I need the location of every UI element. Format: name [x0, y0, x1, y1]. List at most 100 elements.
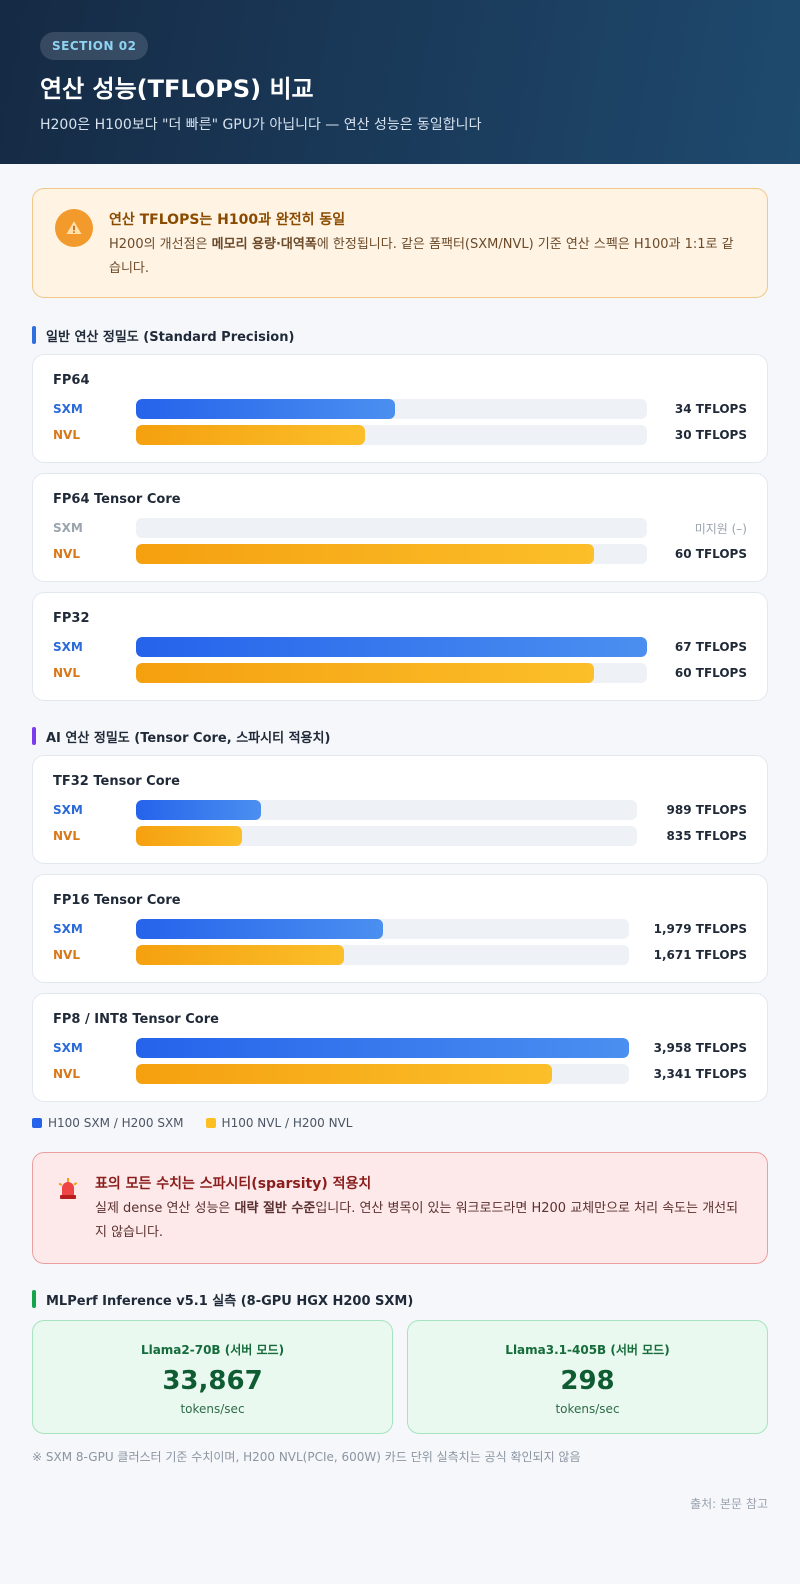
- notice-highlight: 메모리 용량·대역폭: [211, 237, 317, 252]
- mlperf-unit: tokens/sec: [555, 1402, 620, 1416]
- bar-series-label: NVL: [53, 547, 80, 561]
- bar-series-label: NVL: [53, 428, 80, 442]
- metric-title: FP64: [53, 373, 90, 388]
- metric-title: FP8 / INT8 Tensor Core: [53, 1012, 219, 1027]
- bar-value-label: 34 TFLOPS: [674, 402, 747, 416]
- bar-sxm: [136, 637, 647, 657]
- bar-track: [136, 544, 647, 564]
- bar-row-nvl: NVL 835 TFLOPS: [53, 826, 747, 846]
- metric-card: FP8 / INT8 Tensor Core SXM 3,958 TFLOPS NVL…: [32, 993, 768, 1102]
- bar-nvl: [136, 663, 594, 683]
- sparsity-alert: 표의 모든 수치는 스파시티(sparsity) 적용치 실제 dense 연산…: [32, 1152, 768, 1264]
- bar-value-label: 60 TFLOPS: [674, 666, 747, 680]
- bar-track: [136, 1064, 629, 1084]
- mlperf-value: 298: [560, 1366, 615, 1396]
- bar-track: [136, 1038, 629, 1058]
- metric-title: TF32 Tensor Core: [53, 774, 180, 789]
- bar-value-label: 989 TFLOPS: [666, 803, 747, 817]
- bar-track: [136, 919, 629, 939]
- notice-title: 연산 TFLOPS는 H100과 완전히 동일: [109, 212, 346, 228]
- footnote: ※ SXM 8-GPU 클러스터 기준 수치이며, H200 NVL(PCIe,…: [32, 1450, 581, 1464]
- bar-series-label: NVL: [53, 948, 80, 962]
- warning-icon: [55, 209, 93, 247]
- bar-nvl: [136, 425, 365, 445]
- siren-icon: [57, 1177, 81, 1203]
- bar-row-nvl: NVL 1,671 TFLOPS: [53, 945, 747, 965]
- bar-value-label: 3,341 TFLOPS: [653, 1067, 747, 1081]
- bar-value-label: 60 TFLOPS: [674, 547, 747, 561]
- sparsity-highlight: 대략 절반 수준: [234, 1201, 316, 1216]
- bar-nvl: [136, 1064, 553, 1084]
- mlperf-card-llama3: Llama3.1-405B (서버 모드) 298 tokens/sec: [407, 1320, 768, 1434]
- chart-legend: H100 SXM / H200 SXM H100 NVL / H200 NVL: [32, 1116, 768, 1130]
- bar-nvl: [136, 945, 345, 965]
- bar-series-label: NVL: [53, 1067, 80, 1081]
- bar-series-label: SXM: [53, 640, 83, 654]
- bar-track: [136, 637, 647, 657]
- identical-tflops-notice: 연산 TFLOPS는 H100과 완전히 동일 H200의 개선점은 메모리 용…: [32, 188, 768, 298]
- bar-value-label: 30 TFLOPS: [674, 428, 747, 442]
- section-badge: SECTION 02: [40, 32, 149, 60]
- section-accent-bar: [32, 326, 36, 344]
- source-note: 출처: 본문 참고: [690, 1497, 768, 1511]
- mlperf-value: 33,867: [162, 1366, 263, 1396]
- bar-sxm: [136, 800, 262, 820]
- bar-value-label: 1,671 TFLOPS: [653, 948, 747, 962]
- bar-sxm: [136, 1038, 629, 1058]
- section-title: 일반 연산 정밀도 (Standard Precision): [46, 329, 295, 345]
- standard-precision-heading: 일반 연산 정밀도 (Standard Precision): [32, 326, 768, 345]
- bar-track: [136, 945, 629, 965]
- bar-series-label: NVL: [53, 666, 80, 680]
- bar-nvl: [136, 826, 242, 846]
- bar-row-sxm: SXM 67 TFLOPS: [53, 637, 747, 657]
- metric-title: FP16 Tensor Core: [53, 893, 181, 908]
- bar-track: [136, 518, 647, 538]
- metric-card: TF32 Tensor Core SXM 989 TFLOPS NVL 835 TFLO…: [32, 755, 768, 864]
- page-subtitle: H200은 H100보다 "더 빠른" GPU가 아닙니다 — 연산 성능은 동…: [40, 117, 482, 133]
- legend-item-nvl: H100 NVL / H200 NVL: [205, 1116, 352, 1130]
- bar-series-label: SXM: [53, 402, 83, 416]
- bar-row-sxm: SXM 미지원 (–): [53, 518, 747, 538]
- notice-text: H200의 개선점은 메모리 용량·대역폭에 한정됩니다. 같은 폼팩터(SXM…: [109, 237, 734, 276]
- bar-value-label: 67 TFLOPS: [674, 640, 747, 654]
- bar-row-nvl: NVL 60 TFLOPS: [53, 544, 747, 564]
- legend-swatch: [205, 1118, 216, 1128]
- metric-card: FP32 SXM 67 TFLOPS NVL 60 TFLOPS: [32, 592, 768, 701]
- bar-row-nvl: NVL 3,341 TFLOPS: [53, 1064, 747, 1084]
- bar-series-label: NVL: [53, 829, 80, 843]
- bar-track: [136, 399, 647, 419]
- bar-track: [136, 663, 647, 683]
- bar-series-label: SXM: [53, 521, 83, 535]
- section-title: MLPerf Inference v5.1 실측 (8-GPU HGX H200…: [46, 1293, 414, 1309]
- ai-precision-heading: AI 연산 정밀도 (Tensor Core, 스파시티 적용치): [32, 727, 768, 746]
- main-content: 연산 TFLOPS는 H100과 완전히 동일 H200의 개선점은 메모리 용…: [0, 164, 800, 1512]
- mlperf-model-label: Llama2-70B (서버 모드): [140, 1343, 285, 1357]
- mlperf-unit: tokens/sec: [180, 1402, 245, 1416]
- legend-swatch: [32, 1118, 42, 1128]
- page-header: SECTION 02 연산 성능(TFLOPS) 비교 H200은 H100보다…: [0, 0, 800, 164]
- sparsity-text: 실제 dense 연산 성능은 대략 절반 수준입니다. 연산 병목이 있는 워…: [95, 1201, 739, 1240]
- mlperf-heading: MLPerf Inference v5.1 실측 (8-GPU HGX H200…: [32, 1290, 768, 1309]
- bar-sxm: [136, 919, 383, 939]
- legend-item-sxm: H100 SXM / H200 SXM: [32, 1116, 184, 1130]
- sparsity-title: 표의 모든 수치는 스파시티(sparsity) 적용치: [95, 1176, 372, 1192]
- bar-track: [136, 826, 637, 846]
- bar-value-label: 미지원 (–): [694, 521, 747, 536]
- metric-title: FP32: [53, 611, 90, 626]
- bar-row-sxm: SXM 1,979 TFLOPS: [53, 919, 747, 939]
- mlperf-model-label: Llama3.1-405B (서버 모드): [505, 1343, 670, 1357]
- bar-row-sxm: SXM 34 TFLOPS: [53, 399, 747, 419]
- metric-title: FP64 Tensor Core: [53, 492, 181, 507]
- bar-row-sxm: SXM 3,958 TFLOPS: [53, 1038, 747, 1058]
- bar-value-label: 3,958 TFLOPS: [653, 1041, 747, 1055]
- bar-series-label: SXM: [53, 922, 83, 936]
- bar-value-label: 1,979 TFLOPS: [653, 922, 747, 936]
- section-accent-bar: [32, 727, 36, 745]
- ai-precision-chart: TF32 Tensor Core SXM 989 TFLOPS NVL 835 TFLO…: [32, 755, 768, 1102]
- bar-row-nvl: NVL 60 TFLOPS: [53, 663, 747, 683]
- section-accent-bar: [32, 1290, 36, 1308]
- metric-card: FP64 Tensor Core SXM 미지원 (–) NVL 60 TFLOPS: [32, 473, 768, 582]
- bar-row-nvl: NVL 30 TFLOPS: [53, 425, 747, 445]
- bar-track: [136, 800, 637, 820]
- bar-nvl: [136, 544, 594, 564]
